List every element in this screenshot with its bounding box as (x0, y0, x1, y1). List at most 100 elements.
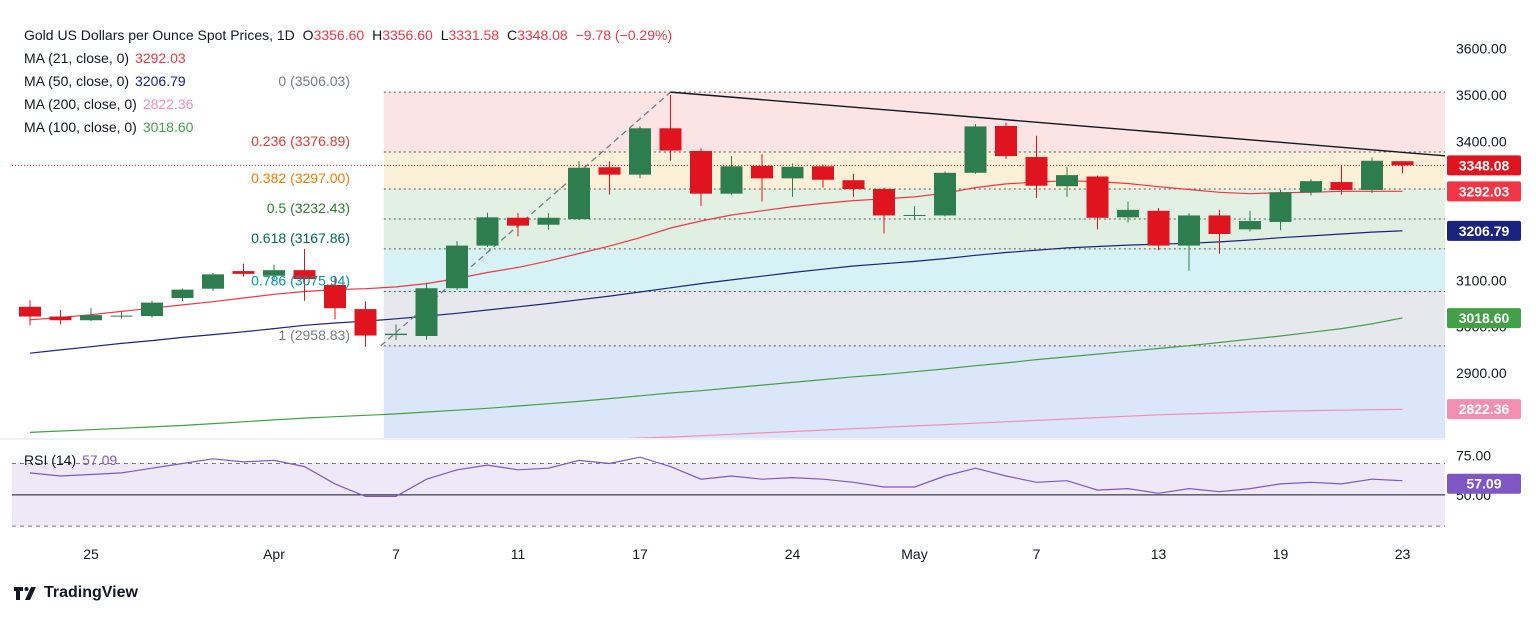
fib-label: 1 (2958.83) (278, 327, 350, 343)
ma100-line (29, 317, 1403, 433)
candle-down (1391, 161, 1414, 166)
candle-down (812, 166, 834, 180)
candle-down (1330, 182, 1353, 190)
y-tick-label: 3500.00 (1456, 87, 1507, 103)
candle-down (1147, 210, 1170, 246)
candle-up (1239, 221, 1261, 230)
rsi-legend[interactable]: RSI (14) 57.09 (24, 452, 117, 468)
candle-down (354, 309, 377, 336)
high-value: 3356.60 (382, 27, 433, 43)
fib-label: 0 (3506.03) (278, 73, 350, 89)
fib-label: 0.236 (3376.89) (251, 133, 350, 149)
rsi-label: RSI (14) (24, 452, 77, 468)
legend-ma100[interactable]: MA (100, close, 0) 3018.60 (24, 116, 676, 139)
ma100-value: 3018.60 (142, 119, 194, 135)
legend-ma200[interactable]: MA (200, close, 0) 2822.36 (24, 93, 676, 116)
candle-up (1056, 175, 1078, 187)
candle-up (903, 214, 926, 216)
ma100-label: MA (100, close, 0) (24, 119, 137, 135)
chart-legend: Gold US Dollars per Ounce Spot Prices, 1… (24, 24, 676, 139)
fib-zone (383, 151, 1445, 190)
price-axis-badge (1447, 181, 1521, 202)
x-tick-label: 11 (511, 546, 526, 562)
y-tick-label: 3600.00 (1456, 41, 1507, 57)
candle-up (171, 289, 194, 298)
candle-down (507, 217, 529, 226)
candle-up (1269, 192, 1292, 222)
candle-up (537, 217, 560, 225)
price-axis-badge-label: 2822.36 (1459, 401, 1510, 417)
candle-down (293, 270, 316, 279)
candle-down (690, 151, 712, 194)
fib-zone (383, 92, 1445, 152)
candle-up (110, 315, 133, 317)
x-tick-label: 7 (392, 546, 400, 562)
candle-up (720, 166, 743, 194)
candle-down (751, 165, 773, 179)
tradingview-logo-icon (14, 587, 36, 600)
chart-title: Gold US Dollars per Ounce Spot Prices, 1… (24, 27, 295, 43)
tradingview-brand[interactable]: TradingView (14, 584, 138, 602)
x-tick-label: May (901, 546, 927, 562)
ma50-line (29, 230, 1403, 354)
price-axis-badge-label: 3292.03 (1459, 183, 1510, 199)
y-tick-label: 3400.00 (1456, 133, 1507, 149)
x-tick-label: 25 (83, 546, 99, 562)
candle-down (842, 180, 865, 190)
candle-down (19, 306, 41, 317)
candle-up (781, 166, 804, 179)
y-tick-label: 2900.00 (1456, 365, 1507, 381)
candle-up (476, 217, 499, 246)
candle-down (49, 316, 72, 321)
fib-label: 0.5 (3232.43) (267, 200, 350, 216)
fib-label: 0.382 (3297.00) (251, 170, 350, 186)
ma200-line (626, 408, 1403, 438)
candle-down (1208, 215, 1231, 234)
open-value: 3356.60 (313, 27, 365, 43)
price-axis-badge-label: 3206.79 (1459, 223, 1510, 239)
candle-up (1117, 209, 1139, 218)
x-tick-label: 7 (1033, 546, 1041, 562)
high-label: H (372, 27, 383, 43)
candle-up (385, 333, 407, 336)
change-value: −9.78 (−0.29%) (575, 27, 673, 43)
x-tick-label: 13 (1151, 546, 1167, 562)
candle-down (873, 189, 895, 216)
candle-down (1025, 157, 1048, 186)
candle-up (415, 288, 438, 336)
y-tick-label: 3100.00 (1456, 272, 1507, 288)
x-tick-label: 24 (785, 546, 801, 562)
price-axis-badge-label: 3348.08 (1459, 157, 1510, 173)
price-axis-badge (1447, 399, 1521, 420)
candle-down (1086, 176, 1109, 218)
candle-up (446, 245, 468, 289)
ma21-value: 3292.03 (135, 50, 186, 66)
ma200-value: 2822.36 (142, 96, 194, 112)
rsi-axis-badge (1447, 473, 1521, 494)
candle-down (324, 285, 346, 309)
ma21-line (29, 180, 1403, 321)
close-label: C (506, 27, 518, 43)
rsi-line (29, 456, 1403, 497)
main-pane (12, 91, 1445, 438)
price-axis-badge (1447, 308, 1521, 329)
legend-ma50[interactable]: MA (50, close, 0) 3206.79 (24, 70, 676, 93)
candle-up (202, 274, 224, 289)
close-value: 3348.08 (517, 27, 568, 43)
candle-up (629, 128, 651, 175)
low-value: 3331.58 (448, 27, 500, 43)
rsi-tick-label: 75.00 (1456, 448, 1491, 464)
candle-down (598, 167, 621, 175)
ohlc-header: Gold US Dollars per Ounce Spot Prices, 1… (24, 24, 676, 47)
price-axis-badge-label: 3018.60 (1459, 310, 1510, 326)
fib-label: 0.786 (3075.94) (251, 273, 350, 289)
legend-ma21[interactable]: MA (21, close, 0) 3292.03 (24, 47, 676, 70)
x-tick-label: 23 (1395, 546, 1411, 562)
fib-zone (383, 291, 1445, 346)
x-tick-label: 17 (632, 546, 648, 562)
candle-up (263, 270, 285, 276)
fib-label: 0.618 (3167.86) (251, 230, 350, 246)
candle-up (568, 167, 590, 220)
